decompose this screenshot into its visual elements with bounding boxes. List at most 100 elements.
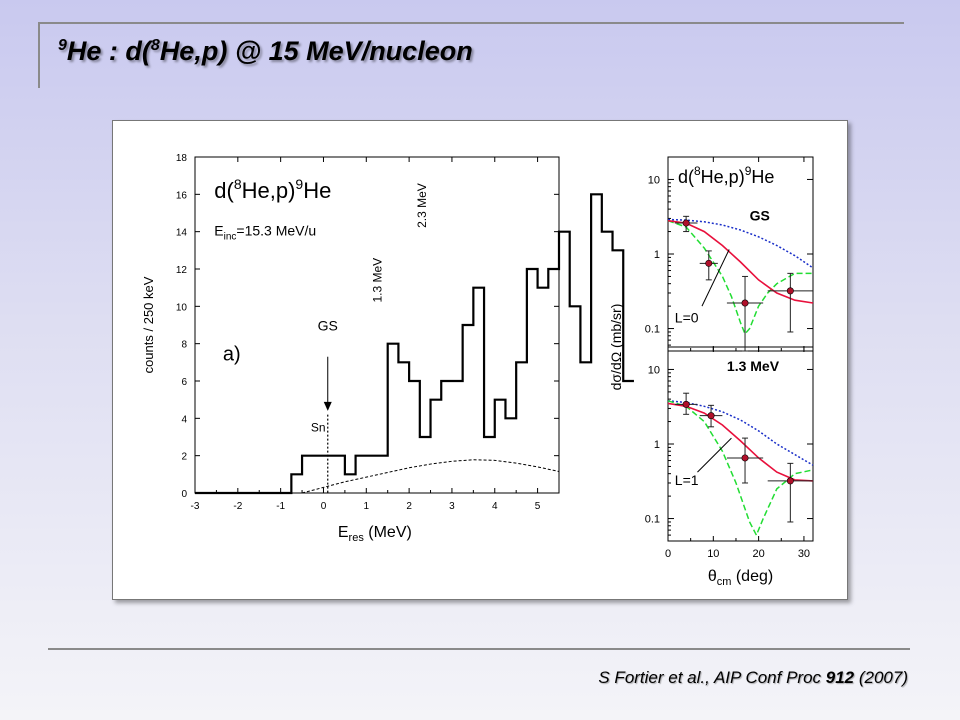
xlabel-subscript: res bbox=[349, 532, 365, 544]
x-tick-label: 4 bbox=[492, 501, 498, 512]
y-tick-label: 0 bbox=[181, 489, 187, 500]
x-tick-label: 5 bbox=[535, 501, 541, 512]
angular-panel-1-3-mev-frame bbox=[667, 346, 814, 542]
reaction-part: He,p) bbox=[701, 167, 745, 187]
title-text-part-1: He : d( bbox=[66, 36, 151, 66]
l0-arrow bbox=[701, 249, 730, 307]
y-tick-label: 6 bbox=[181, 377, 187, 388]
y-tick-label: 1 bbox=[654, 439, 660, 451]
figure-panel: -3 -2 -1 0 1 2 3 4 5 0 2 4 6 8 10 12 14 16 18 d(8He,p)9He … bbox=[112, 120, 848, 600]
dotted-curve bbox=[667, 400, 814, 466]
y-tick-label: 16 bbox=[176, 190, 188, 201]
citation: S Fortier et al., AIP Conf Proc 912 (200… bbox=[598, 668, 908, 688]
xlabel-unit: (deg) bbox=[731, 568, 773, 585]
y-tick-label: 0.1 bbox=[645, 514, 660, 526]
dashed-curve bbox=[667, 219, 813, 336]
angular-distribution-chart: 10 1 0.1 10 1 0.1 0 10 20 30 d(8He,p)9He GS 1.3 M… bbox=[608, 156, 814, 588]
citation-volume: 912 bbox=[825, 668, 855, 687]
incident-energy-label: Einc=15.3 MeV/u bbox=[214, 222, 316, 242]
data-point bbox=[682, 219, 690, 227]
title-rule bbox=[40, 22, 904, 24]
x-tick-label: 0 bbox=[321, 501, 327, 512]
reaction-part: He bbox=[303, 178, 331, 203]
energy-subscript: inc bbox=[224, 231, 237, 242]
solid-curve bbox=[667, 219, 814, 304]
x-tick-label: 1 bbox=[364, 501, 370, 512]
angular-panel-1-3-mev-label: 1.3 MeV bbox=[727, 358, 780, 374]
x-tick-label: -3 bbox=[191, 501, 200, 512]
y-tick-label: 10 bbox=[648, 174, 660, 186]
l1-curve-label: L=1 bbox=[675, 472, 699, 488]
energy-value: =15.3 MeV/u bbox=[236, 222, 316, 238]
citation-year: (2007) bbox=[854, 668, 908, 687]
title-rule-vertical bbox=[38, 22, 40, 88]
y-tick-label: 14 bbox=[176, 228, 188, 239]
y-tick-label: 2 bbox=[181, 452, 187, 463]
xlabel-symbol: θ bbox=[708, 568, 717, 585]
xlabel-symbol: E bbox=[338, 524, 349, 541]
x-tick-label: 0 bbox=[665, 548, 671, 560]
xlabel-subscript: cm bbox=[717, 576, 732, 588]
y-tick-label: 1 bbox=[654, 249, 660, 261]
slide-title: 9He : d(8He,p) @ 15 MeV/nucleon bbox=[58, 36, 473, 67]
y-tick-label: 4 bbox=[181, 414, 187, 425]
spectrum-y-axis-label: counts / 250 keV bbox=[141, 276, 156, 373]
gs-arrowhead bbox=[323, 401, 332, 411]
footer-rule bbox=[48, 648, 910, 650]
reaction-part: d( bbox=[678, 167, 694, 187]
angular-axis-ticks: 10 1 0.1 10 1 0.1 0 10 20 30 bbox=[645, 156, 813, 560]
y-tick-label: 18 bbox=[176, 153, 188, 164]
reaction-part: He bbox=[751, 167, 774, 187]
x-tick-label: 20 bbox=[753, 548, 765, 560]
sn-annotation: Sn bbox=[311, 420, 326, 434]
angular-y-axis-label: dσ/dΩ (mb/sr) bbox=[608, 304, 624, 391]
l1-arrow bbox=[697, 437, 732, 473]
y-tick-label: 10 bbox=[176, 302, 188, 313]
x-tick-label: -1 bbox=[276, 501, 285, 512]
peak-2-3-mev-label: 2.3 MeV bbox=[415, 183, 429, 228]
y-tick-label: 12 bbox=[176, 265, 188, 276]
spectrum-x-axis-label: Eres (MeV) bbox=[338, 524, 412, 544]
y-tick-label: 8 bbox=[181, 340, 187, 351]
l0-curve-label: L=0 bbox=[675, 310, 699, 326]
angular-data-points bbox=[674, 215, 813, 523]
data-point bbox=[786, 287, 794, 295]
data-point bbox=[741, 454, 749, 462]
data-point bbox=[786, 477, 794, 485]
reaction-part: d( bbox=[214, 178, 234, 203]
x-tick-label: 3 bbox=[449, 501, 455, 512]
angular-x-axis-label: θcm (deg) bbox=[708, 568, 773, 588]
data-point bbox=[705, 259, 713, 267]
energy-symbol: E bbox=[214, 222, 223, 238]
panel-label: a) bbox=[223, 343, 241, 365]
angular-curves bbox=[667, 218, 814, 537]
x-tick-label: -2 bbox=[233, 501, 242, 512]
peak-1-3-mev-label: 1.3 MeV bbox=[370, 258, 384, 303]
spectrum-plot-frame bbox=[194, 156, 560, 494]
angular-panel-gs-label: GS bbox=[750, 208, 770, 224]
x-tick-label: 2 bbox=[406, 501, 412, 512]
reaction-superscript: 9 bbox=[295, 176, 303, 192]
y-tick-label: 0.1 bbox=[645, 324, 660, 336]
title-superscript-9: 9 bbox=[58, 37, 67, 54]
dotted-curve bbox=[667, 218, 814, 269]
reaction-superscript: 9 bbox=[745, 164, 752, 178]
reaction-label: d(8He,p)9He bbox=[214, 176, 331, 203]
dashed-curve bbox=[667, 400, 814, 537]
reaction-superscript: 8 bbox=[694, 164, 701, 178]
gs-annotation: GS bbox=[318, 318, 338, 334]
x-tick-label: 30 bbox=[798, 548, 810, 560]
y-tick-label: 10 bbox=[648, 364, 660, 376]
reaction-superscript: 8 bbox=[234, 176, 242, 192]
data-point bbox=[707, 412, 715, 420]
angular-reaction-label: d(8He,p)9He bbox=[678, 164, 774, 187]
title-text-part-2: He,p) @ 15 MeV/nucleon bbox=[159, 36, 473, 66]
spectrum-histogram bbox=[195, 193, 634, 495]
citation-authors: S Fortier et al., AIP Conf Proc bbox=[598, 668, 826, 687]
reaction-part: He,p) bbox=[242, 178, 296, 203]
data-point bbox=[741, 299, 749, 307]
x-tick-label: 10 bbox=[707, 548, 719, 560]
